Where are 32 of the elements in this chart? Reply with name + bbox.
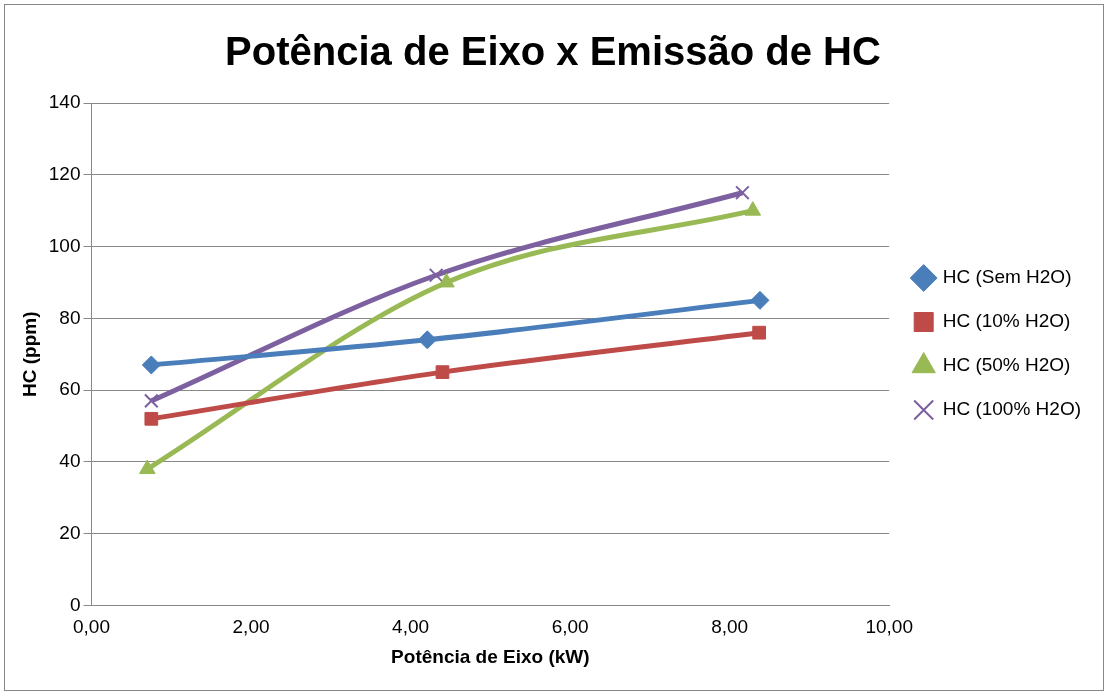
point (144, 411, 159, 426)
point (143, 393, 159, 409)
point (744, 201, 762, 216)
chart-title: Potência de Eixo x Emissão de HC (225, 29, 881, 74)
y-tick-label: 120 (48, 163, 81, 185)
x-tick-label: 10,00 (865, 616, 913, 638)
y-axis-title: HC (ppm) (18, 311, 40, 397)
legend-label: HC (Sem H2O) (942, 266, 1072, 288)
y-tick-label: 80 (59, 306, 81, 328)
x-tick-label: 2,00 (232, 616, 270, 638)
point (139, 459, 156, 475)
legend-label: HC (10% H2O) (942, 310, 1071, 332)
x-tick-label: 6,00 (551, 616, 589, 638)
legend-label: HC (50% H2O) (942, 354, 1071, 376)
y-tick-label: 0 (69, 593, 81, 615)
x-tick-label: 0,00 (73, 616, 110, 638)
y-tick-label: 140 (48, 91, 81, 113)
y-tick-label: 100 (48, 234, 81, 256)
point (428, 267, 444, 283)
x-axis-title: Potência de Eixo (kW) (391, 645, 590, 667)
x-tick-label: 8,00 (711, 616, 749, 638)
x-tick-label: 4,00 (392, 616, 430, 638)
point (417, 330, 437, 350)
y-tick-label: 40 (59, 450, 81, 472)
point (141, 355, 161, 375)
y-tick-label: 20 (59, 521, 81, 543)
point (735, 185, 750, 201)
point (750, 290, 770, 310)
point (435, 365, 450, 380)
point (752, 325, 767, 340)
y-tick-label: 60 (59, 378, 81, 400)
legend-label: HC (100% H2O) (942, 398, 1082, 420)
